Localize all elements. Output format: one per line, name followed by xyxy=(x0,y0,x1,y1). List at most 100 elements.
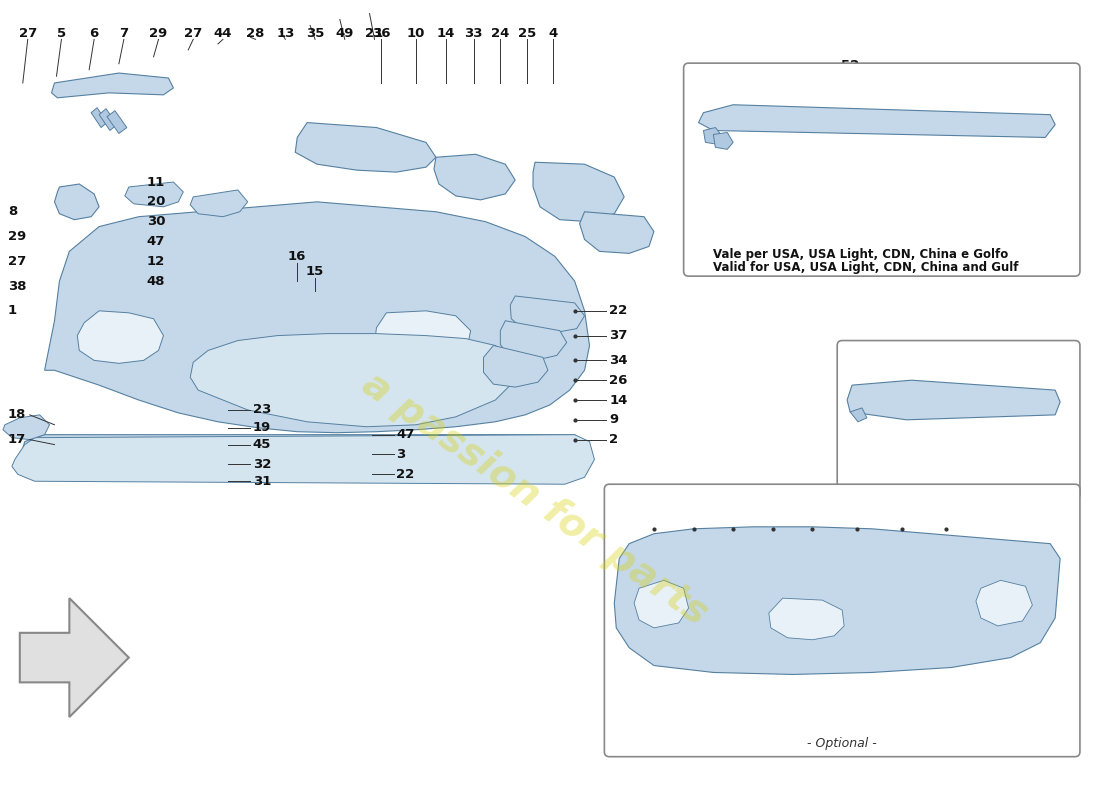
Polygon shape xyxy=(3,415,49,440)
Text: 33: 33 xyxy=(464,27,483,40)
Text: 4: 4 xyxy=(548,27,558,40)
Polygon shape xyxy=(703,127,724,144)
Text: 2: 2 xyxy=(609,433,618,446)
Polygon shape xyxy=(484,346,548,387)
Text: 27: 27 xyxy=(19,27,37,40)
Polygon shape xyxy=(20,598,129,717)
Text: 52: 52 xyxy=(842,58,859,72)
Text: 32: 32 xyxy=(253,458,271,471)
Text: 27: 27 xyxy=(8,254,26,268)
Text: 37: 37 xyxy=(609,329,628,342)
Text: 1: 1 xyxy=(942,498,950,510)
Text: 43: 43 xyxy=(763,498,782,510)
Text: 28: 28 xyxy=(246,27,265,40)
Polygon shape xyxy=(769,598,844,640)
Text: 7: 7 xyxy=(119,27,129,40)
Text: 44: 44 xyxy=(213,27,232,40)
Text: Vale per USA, USA Light, CDN, China e Golfo: Vale per USA, USA Light, CDN, China e Go… xyxy=(714,248,1009,261)
Text: 51: 51 xyxy=(862,478,881,490)
Text: 14: 14 xyxy=(437,27,455,40)
Text: 39: 39 xyxy=(645,498,663,510)
Text: 35: 35 xyxy=(306,27,324,40)
Polygon shape xyxy=(190,334,515,426)
Polygon shape xyxy=(52,73,174,98)
Text: 40: 40 xyxy=(892,498,911,510)
Text: 25: 25 xyxy=(518,27,536,40)
Text: 53: 53 xyxy=(720,225,738,238)
Polygon shape xyxy=(124,182,184,206)
Text: 45: 45 xyxy=(253,438,271,451)
Text: 8: 8 xyxy=(8,206,18,218)
Text: 10: 10 xyxy=(407,27,426,40)
Text: 36: 36 xyxy=(372,27,390,40)
Text: 38: 38 xyxy=(8,279,26,293)
Polygon shape xyxy=(976,580,1033,626)
Text: 48: 48 xyxy=(146,274,165,288)
Text: 26: 26 xyxy=(609,374,628,386)
Polygon shape xyxy=(55,184,99,220)
Text: FERRARI: FERRARI xyxy=(245,321,547,381)
Text: 50: 50 xyxy=(917,362,936,374)
Text: 30: 30 xyxy=(146,215,165,228)
Text: 9: 9 xyxy=(609,414,618,426)
Polygon shape xyxy=(714,133,734,150)
Text: 24: 24 xyxy=(492,27,509,40)
Text: 18: 18 xyxy=(8,408,26,422)
Text: 47: 47 xyxy=(146,235,165,248)
Polygon shape xyxy=(500,321,566,360)
Text: 13: 13 xyxy=(276,27,295,40)
Text: 5: 5 xyxy=(57,27,66,40)
Text: 42: 42 xyxy=(803,498,822,510)
FancyBboxPatch shape xyxy=(604,484,1080,757)
Polygon shape xyxy=(850,408,867,422)
Text: 14: 14 xyxy=(609,394,628,406)
Text: 19: 19 xyxy=(253,422,271,434)
Polygon shape xyxy=(22,434,584,465)
FancyBboxPatch shape xyxy=(837,341,1080,499)
Text: 49: 49 xyxy=(336,27,354,40)
Polygon shape xyxy=(107,110,126,134)
Text: 22: 22 xyxy=(609,304,628,318)
Polygon shape xyxy=(847,380,1060,420)
Text: 47: 47 xyxy=(396,428,415,441)
Text: 31: 31 xyxy=(253,474,271,488)
Text: 29: 29 xyxy=(8,230,26,243)
Text: a passion for parts: a passion for parts xyxy=(355,365,715,633)
Text: 27: 27 xyxy=(184,27,202,40)
Text: 43: 43 xyxy=(684,498,703,510)
Text: 3: 3 xyxy=(396,448,406,461)
Text: 46: 46 xyxy=(872,362,891,374)
Text: 6: 6 xyxy=(89,27,99,40)
FancyBboxPatch shape xyxy=(683,63,1080,276)
Polygon shape xyxy=(45,202,590,433)
Text: 34: 34 xyxy=(609,354,628,367)
Polygon shape xyxy=(510,296,584,333)
Polygon shape xyxy=(295,122,436,172)
Text: 1: 1 xyxy=(8,304,18,318)
Text: 22: 22 xyxy=(396,468,415,481)
Polygon shape xyxy=(12,434,594,484)
Text: 41: 41 xyxy=(724,498,743,510)
Text: 12: 12 xyxy=(146,254,165,268)
Polygon shape xyxy=(634,580,689,628)
Text: Valid for USA, USA Light, CDN, China and Gulf: Valid for USA, USA Light, CDN, China and… xyxy=(714,261,1019,274)
Text: 20: 20 xyxy=(146,195,165,208)
Text: 29: 29 xyxy=(150,27,167,40)
Text: 15: 15 xyxy=(306,265,324,278)
Text: 54: 54 xyxy=(754,225,772,238)
Polygon shape xyxy=(580,212,653,254)
Polygon shape xyxy=(91,108,107,127)
Text: 43: 43 xyxy=(848,498,867,510)
Polygon shape xyxy=(614,527,1060,674)
Polygon shape xyxy=(374,311,471,363)
Text: - Optional -: - Optional - xyxy=(807,738,877,750)
Polygon shape xyxy=(99,109,117,130)
Text: 11: 11 xyxy=(146,175,165,189)
Text: 55: 55 xyxy=(793,225,812,238)
Text: 16: 16 xyxy=(288,250,307,263)
Polygon shape xyxy=(77,311,164,363)
Polygon shape xyxy=(190,190,248,217)
Polygon shape xyxy=(534,162,624,222)
Text: 17: 17 xyxy=(8,433,26,446)
Text: 23: 23 xyxy=(253,403,271,417)
